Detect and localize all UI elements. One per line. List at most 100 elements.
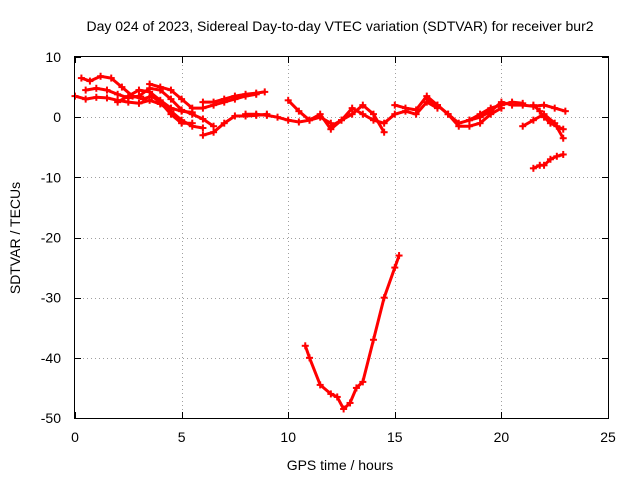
data-point: [178, 119, 186, 127]
data-point: [210, 98, 218, 106]
y-tick-label: -10: [41, 169, 61, 185]
data-point: [92, 84, 100, 92]
data-point: [476, 119, 484, 127]
chart-title: Day 024 of 2023, Sidereal Day-to-day VTE…: [86, 18, 593, 34]
data-point: [346, 399, 354, 407]
y-tick-label: 10: [45, 49, 61, 65]
data-point: [124, 92, 132, 100]
data-point: [352, 384, 360, 392]
data-point: [395, 252, 403, 260]
y-tick-label: -30: [41, 290, 61, 306]
x-tick-label: 0: [71, 429, 79, 445]
data-point: [252, 89, 260, 97]
plot-frame: [74, 56, 609, 419]
data-point: [135, 99, 143, 107]
data-point: [199, 104, 207, 112]
data-point: [497, 101, 505, 109]
data-point: [529, 116, 537, 124]
data-point: [199, 115, 207, 123]
data-point: [274, 113, 282, 121]
data-point: [306, 116, 314, 124]
data-point: [540, 113, 548, 121]
data-point: [333, 393, 341, 401]
x-tick-label: 10: [280, 429, 296, 445]
data-point: [551, 104, 559, 112]
data-point: [306, 354, 314, 362]
data-point: [316, 381, 324, 389]
data-point: [295, 107, 303, 115]
x-tick-label: 15: [387, 429, 403, 445]
data-point: [252, 110, 260, 118]
data-point: [139, 95, 147, 103]
data-point: [380, 128, 388, 136]
data-point: [92, 93, 100, 101]
data-point: [242, 110, 250, 118]
data-point: [391, 101, 399, 109]
data-point: [178, 107, 186, 115]
data-point: [156, 96, 164, 104]
data-point: [178, 95, 186, 103]
data-point: [210, 128, 218, 136]
data-point: [316, 110, 324, 118]
data-point: [327, 390, 335, 398]
data-point: [529, 164, 537, 172]
data-point: [167, 110, 175, 118]
series-group: [71, 72, 569, 413]
data-point: [487, 104, 495, 112]
data-point: [359, 101, 367, 109]
data-point: [103, 86, 111, 94]
data-point: [199, 131, 207, 139]
data-point: [546, 119, 554, 127]
data-point: [199, 98, 207, 106]
data-point: [423, 95, 431, 103]
data-point: [340, 405, 348, 413]
data-point: [103, 94, 111, 102]
data-point: [135, 92, 143, 100]
data-point: [529, 101, 537, 109]
data-point: [284, 96, 292, 104]
y-tick-label: -50: [41, 410, 61, 426]
data-point: [263, 111, 271, 119]
data-point: [348, 104, 356, 112]
data-point: [261, 88, 269, 96]
data-point: [391, 110, 399, 118]
data-point: [167, 86, 175, 94]
data-point: [465, 122, 473, 130]
data-point: [465, 116, 473, 124]
data-point: [380, 294, 388, 302]
data-point: [118, 83, 126, 91]
data-point: [444, 110, 452, 118]
data-point: [401, 104, 409, 112]
data-point: [455, 119, 463, 127]
data-point: [476, 110, 484, 118]
data-point: [146, 88, 154, 96]
data-point: [338, 116, 345, 124]
data-point: [380, 119, 388, 127]
data-point: [540, 161, 548, 169]
data-point: [295, 118, 303, 126]
data-point: [167, 95, 175, 103]
data-point: [220, 95, 228, 103]
grid: [75, 57, 608, 418]
data-point: [553, 122, 561, 130]
data-point: [86, 77, 94, 85]
data-point: [82, 86, 90, 94]
data-point: [519, 122, 527, 130]
data-point: [301, 342, 309, 350]
data-point: [369, 110, 377, 118]
data-point: [348, 110, 356, 118]
data-point: [553, 152, 561, 160]
data-point: [146, 80, 154, 88]
series-line-arc-i: [286, 98, 386, 134]
y-tick-label: -40: [41, 350, 61, 366]
data-point: [220, 119, 228, 127]
data-point: [359, 110, 367, 118]
data-point: [540, 101, 548, 109]
data-point: [77, 74, 85, 82]
data-point: [561, 107, 569, 115]
data-point: [82, 95, 90, 103]
x-tick-label: 20: [494, 429, 510, 445]
data-point: [508, 98, 516, 106]
data-point: [107, 74, 115, 82]
